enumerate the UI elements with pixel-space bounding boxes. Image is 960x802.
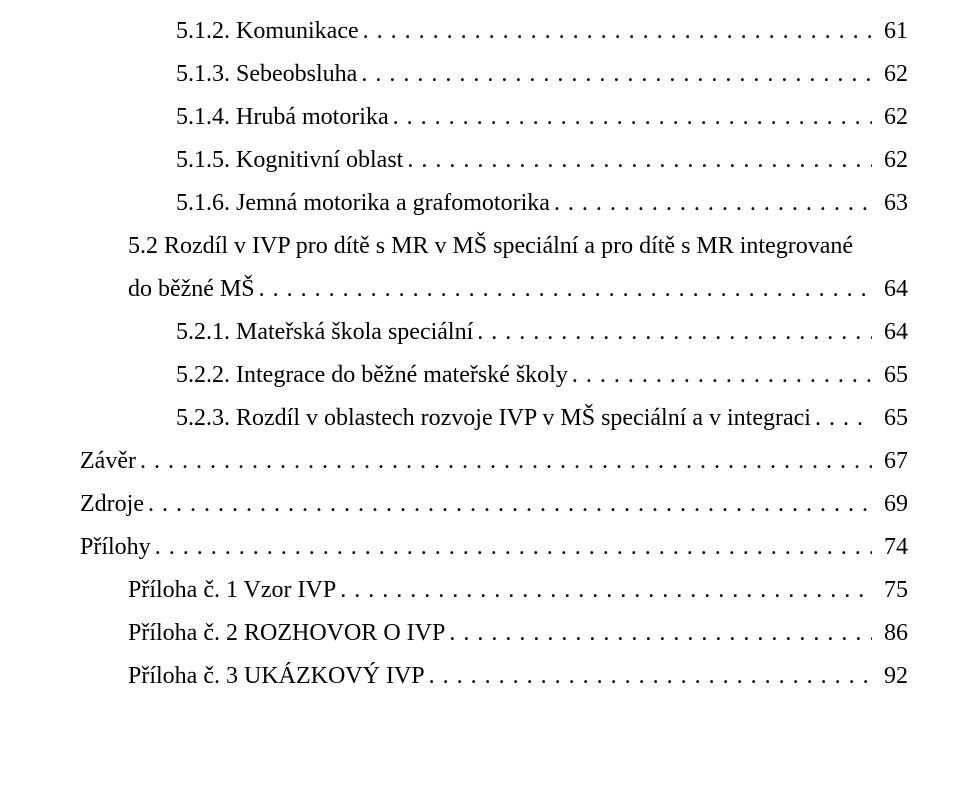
toc-label: 5.1.2. Komunikace	[176, 18, 359, 45]
toc-entry-row: do běžné MŠ 64	[128, 276, 908, 303]
toc-page-number: 62	[876, 147, 908, 174]
toc-leader-dots	[815, 405, 872, 432]
toc-page-number: 63	[876, 190, 908, 217]
toc-page-number: 62	[876, 104, 908, 131]
toc-label: 5.1.4. Hrubá motorika	[176, 104, 389, 131]
toc-label: Příloha č. 3 UKÁZKOVÝ IVP	[128, 663, 425, 690]
toc-page-number: 65	[876, 405, 908, 432]
toc-label: Příloha č. 2 ROZHOVOR O IVP	[128, 620, 445, 647]
toc-leader-dots	[449, 620, 872, 647]
toc-label: do běžné MŠ	[128, 276, 255, 303]
toc-leader-dots	[148, 491, 872, 518]
toc-leader-dots	[572, 362, 872, 389]
toc-leader-dots	[363, 18, 872, 45]
toc-label: Příloha č. 1 Vzor IVP	[128, 577, 336, 604]
toc-entry: 5.2.2. Integrace do běžné mateřské školy…	[80, 362, 908, 389]
toc-entry: 5.2 Rozdíl v IVP pro dítě s MR v MŠ spec…	[80, 233, 908, 303]
toc-entry: 5.1.2. Komunikace 61	[80, 18, 908, 45]
toc-label: 5.2.2. Integrace do běžné mateřské školy	[176, 362, 568, 389]
toc-label: 5.2.3. Rozdíl v oblastech rozvoje IVP v …	[176, 405, 811, 432]
toc-entry: 5.1.5. Kognitivní oblast 62	[80, 147, 908, 174]
toc-page-number: 86	[876, 620, 908, 647]
toc-leader-dots	[393, 104, 872, 131]
toc-label: Přílohy	[80, 534, 151, 561]
toc-entry: 5.1.3. Sebeobsluha 62	[80, 61, 908, 88]
toc-entry: Přílohy 74	[80, 534, 908, 561]
toc-entry: Příloha č. 3 UKÁZKOVÝ IVP 92	[80, 663, 908, 690]
toc-leader-dots	[140, 448, 872, 475]
toc-entry: Závěr 67	[80, 448, 908, 475]
table-of-contents: 5.1.2. Komunikace615.1.3. Sebeobsluha625…	[80, 18, 908, 690]
toc-label: Zdroje	[80, 491, 144, 518]
toc-leader-dots	[429, 663, 872, 690]
toc-entry: Zdroje 69	[80, 491, 908, 518]
toc-leader-dots	[155, 534, 872, 561]
toc-page-number: 61	[876, 18, 908, 45]
toc-label: 5.1.6. Jemná motorika a grafomotorika	[176, 190, 550, 217]
toc-page-number: 67	[876, 448, 908, 475]
toc-leader-dots	[259, 276, 872, 303]
toc-label: Závěr	[80, 448, 136, 475]
toc-entry: 5.2.1. Mateřská škola speciální 64	[80, 319, 908, 346]
toc-leader-dots	[361, 61, 872, 88]
toc-entry: Příloha č. 1 Vzor IVP 75	[80, 577, 908, 604]
toc-page-number: 64	[876, 276, 908, 303]
toc-page-number: 64	[876, 319, 908, 346]
toc-leader-dots	[340, 577, 872, 604]
toc-label: 5.1.5. Kognitivní oblast	[176, 147, 403, 174]
toc-label: 5.1.3. Sebeobsluha	[176, 61, 357, 88]
toc-entry: 5.1.4. Hrubá motorika 62	[80, 104, 908, 131]
toc-leader-dots	[477, 319, 872, 346]
toc-page-number: 92	[876, 663, 908, 690]
toc-entry: 5.2.3. Rozdíl v oblastech rozvoje IVP v …	[80, 405, 908, 432]
toc-page-number: 62	[876, 61, 908, 88]
toc-page-number: 74	[876, 534, 908, 561]
toc-page-number: 69	[876, 491, 908, 518]
toc-page-number: 75	[876, 577, 908, 604]
toc-page-number: 65	[876, 362, 908, 389]
toc-label: 5.2.1. Mateřská škola speciální	[176, 319, 473, 346]
toc-leader-dots	[554, 190, 872, 217]
toc-label: 5.2 Rozdíl v IVP pro dítě s MR v MŠ spec…	[128, 233, 908, 260]
toc-entry: 5.1.6. Jemná motorika a grafomotorika 63	[80, 190, 908, 217]
toc-entry: Příloha č. 2 ROZHOVOR O IVP 86	[80, 620, 908, 647]
toc-leader-dots	[407, 147, 872, 174]
